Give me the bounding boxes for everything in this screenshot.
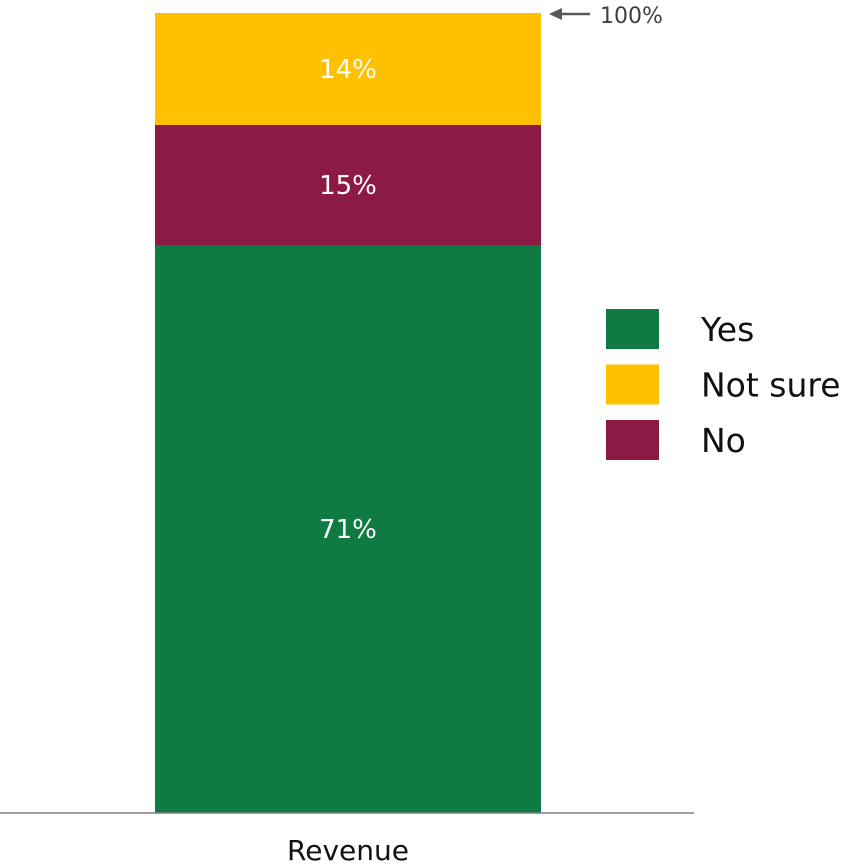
legend-label-not-sure: Not sure xyxy=(701,366,841,405)
category-label: Revenue xyxy=(287,834,409,866)
bar-segment-yes xyxy=(155,245,541,813)
arrow-left-icon xyxy=(549,8,562,20)
legend-swatch-no xyxy=(606,420,659,460)
data-label-no: 15% xyxy=(319,171,377,201)
bar-segments xyxy=(155,13,541,813)
data-label-not-sure: 14% xyxy=(319,55,377,85)
legend-swatch-yes xyxy=(606,309,659,349)
data-label-yes: 71% xyxy=(319,515,377,545)
segment-labels: 71% 15% 14% xyxy=(319,55,377,545)
total-label: 100% xyxy=(600,4,663,29)
bar-segment-no xyxy=(155,125,541,245)
legend-swatch-not-sure xyxy=(606,364,659,405)
bar-segment-not-sure xyxy=(155,13,541,125)
total-annotation: 100% xyxy=(549,4,663,29)
legend-label-no: No xyxy=(701,421,746,460)
legend: Yes Not sure No xyxy=(606,309,841,460)
legend-label-yes: Yes xyxy=(700,310,754,349)
